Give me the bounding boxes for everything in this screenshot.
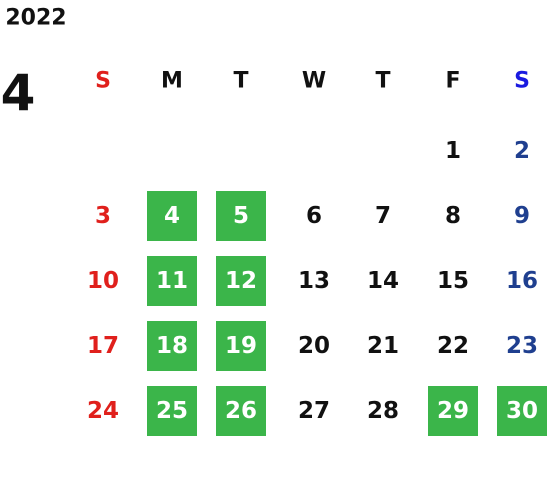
day: 19 — [225, 333, 257, 359]
day: 29 — [437, 398, 469, 424]
day: 7 — [375, 203, 391, 229]
day: 25 — [156, 398, 188, 424]
day: 11 — [156, 268, 188, 294]
day: 1 — [445, 138, 461, 164]
day: 6 — [306, 203, 322, 229]
weekday-label: S — [514, 69, 530, 94]
weekday-label: T — [375, 69, 390, 94]
day: 3 — [95, 203, 111, 229]
day: 13 — [298, 268, 330, 294]
highlight-box — [147, 191, 197, 241]
highlight-box — [428, 386, 478, 436]
weekday-label: M — [161, 69, 183, 94]
day: 18 — [156, 333, 188, 359]
day: 2 — [514, 138, 530, 164]
day: 20 — [298, 333, 330, 359]
day: 22 — [437, 333, 469, 359]
day: 30 — [506, 398, 538, 424]
highlight-box — [147, 321, 197, 371]
day: 16 — [506, 268, 538, 294]
day: 26 — [225, 398, 257, 424]
day: 9 — [514, 203, 530, 229]
weekday-label: W — [302, 69, 326, 94]
day: 27 — [298, 398, 330, 424]
highlight-box — [147, 386, 197, 436]
day: 12 — [225, 268, 257, 294]
day: 21 — [367, 333, 399, 359]
weekday-label: S — [95, 69, 111, 94]
day: 5 — [233, 203, 249, 229]
year: 2022 — [5, 6, 66, 31]
day: 17 — [87, 333, 119, 359]
day: 28 — [367, 398, 399, 424]
highlight-box — [497, 386, 547, 436]
weekday-label: T — [233, 69, 248, 94]
highlight-box — [147, 256, 197, 306]
highlight-box — [216, 321, 266, 371]
day: 8 — [445, 203, 461, 229]
day: 24 — [87, 398, 119, 424]
day: 10 — [87, 268, 119, 294]
day: 4 — [164, 203, 180, 229]
highlight-box — [216, 256, 266, 306]
day: 23 — [506, 333, 538, 359]
day: 15 — [437, 268, 469, 294]
day: 14 — [367, 268, 399, 294]
highlight-box — [216, 386, 266, 436]
highlight-box — [216, 191, 266, 241]
month: 4 — [1, 64, 36, 122]
weekday-label: F — [445, 69, 460, 94]
